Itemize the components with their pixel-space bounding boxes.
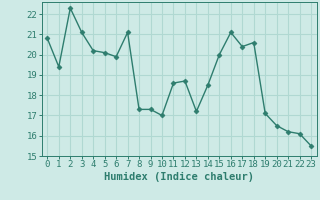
X-axis label: Humidex (Indice chaleur): Humidex (Indice chaleur) (104, 172, 254, 182)
